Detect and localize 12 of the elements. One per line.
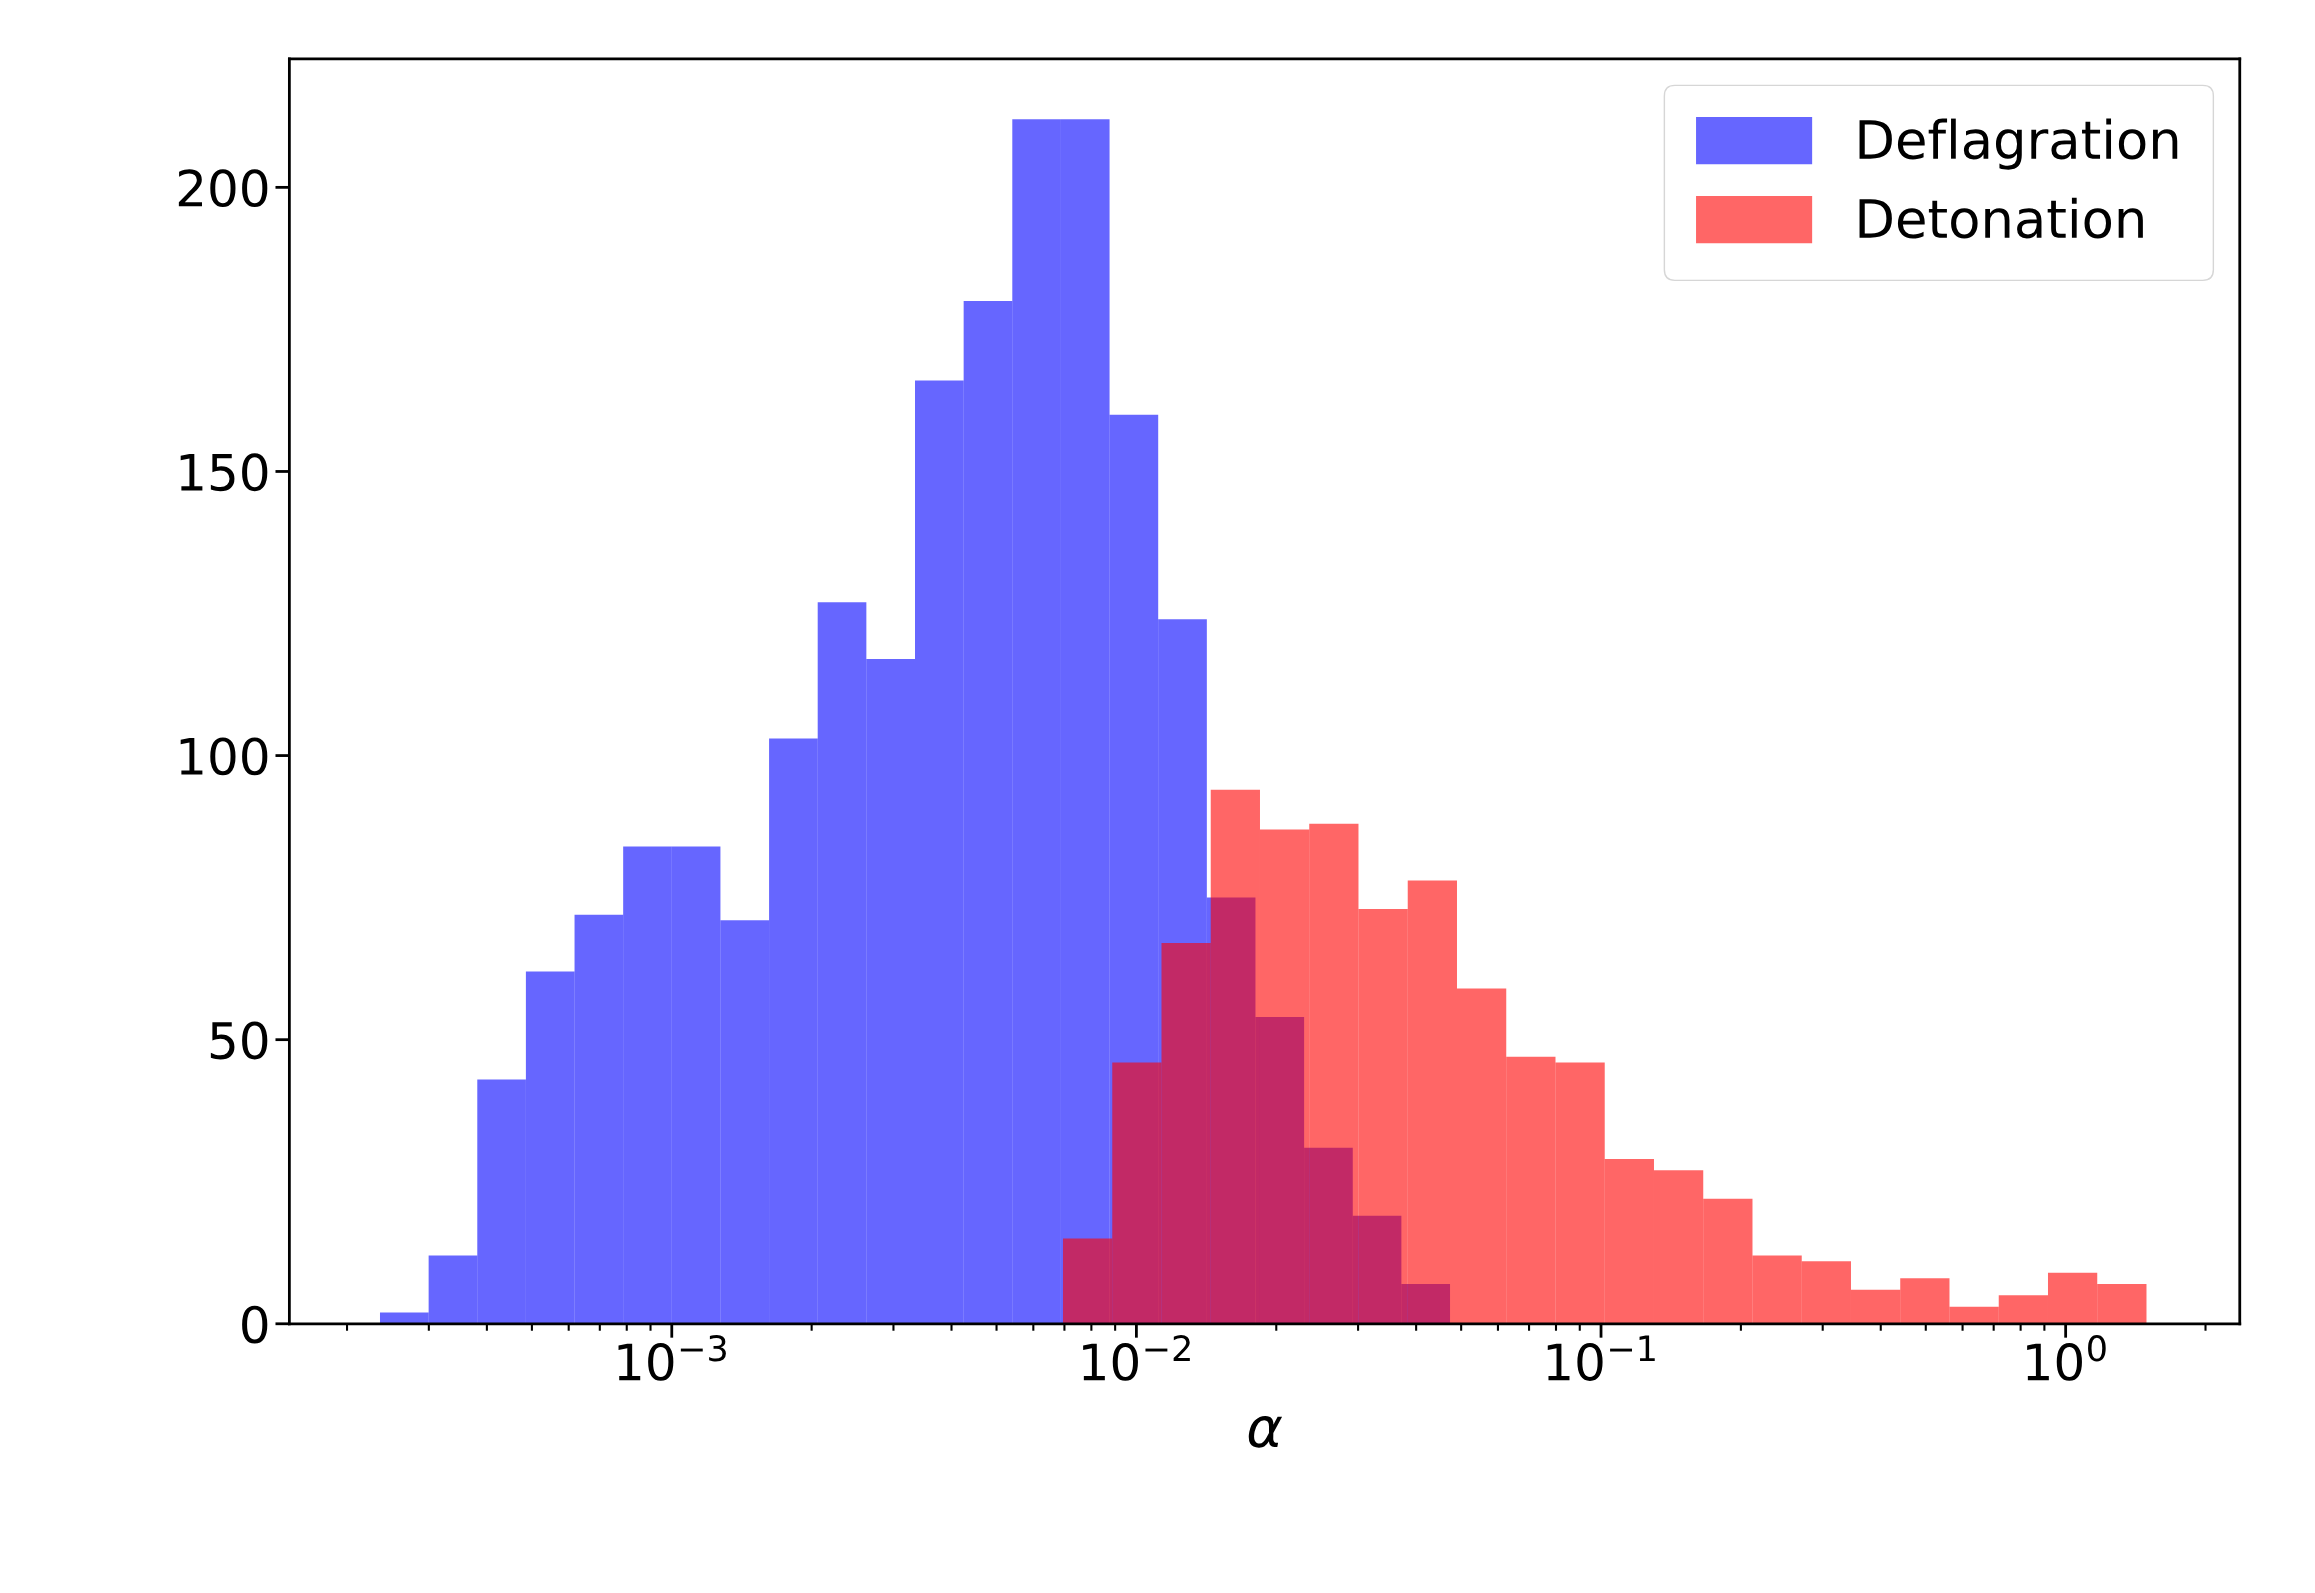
x-tick-label: 10$^{−2}$ [1083, 1335, 1190, 1381]
x-tick-label: 10$^{−1}$ [1547, 1335, 1655, 1381]
legend-label: Detonation [1859, 197, 2143, 239]
y-tick-label: 150 [180, 453, 268, 492]
x-tick-label: 10$^{−3}$ [618, 1335, 726, 1381]
y-tick-label: 100 [180, 737, 268, 776]
y-tick-label: 200 [178, 169, 268, 208]
x-axis-title: α [1248, 1415, 1283, 1448]
y-tick-label: 0 [242, 1305, 268, 1344]
y-tick-label: 50 [210, 1021, 268, 1060]
x-tick-label: 10$^{0}$ [2027, 1335, 2106, 1381]
legend-label: Deflagration [1859, 118, 2178, 170]
